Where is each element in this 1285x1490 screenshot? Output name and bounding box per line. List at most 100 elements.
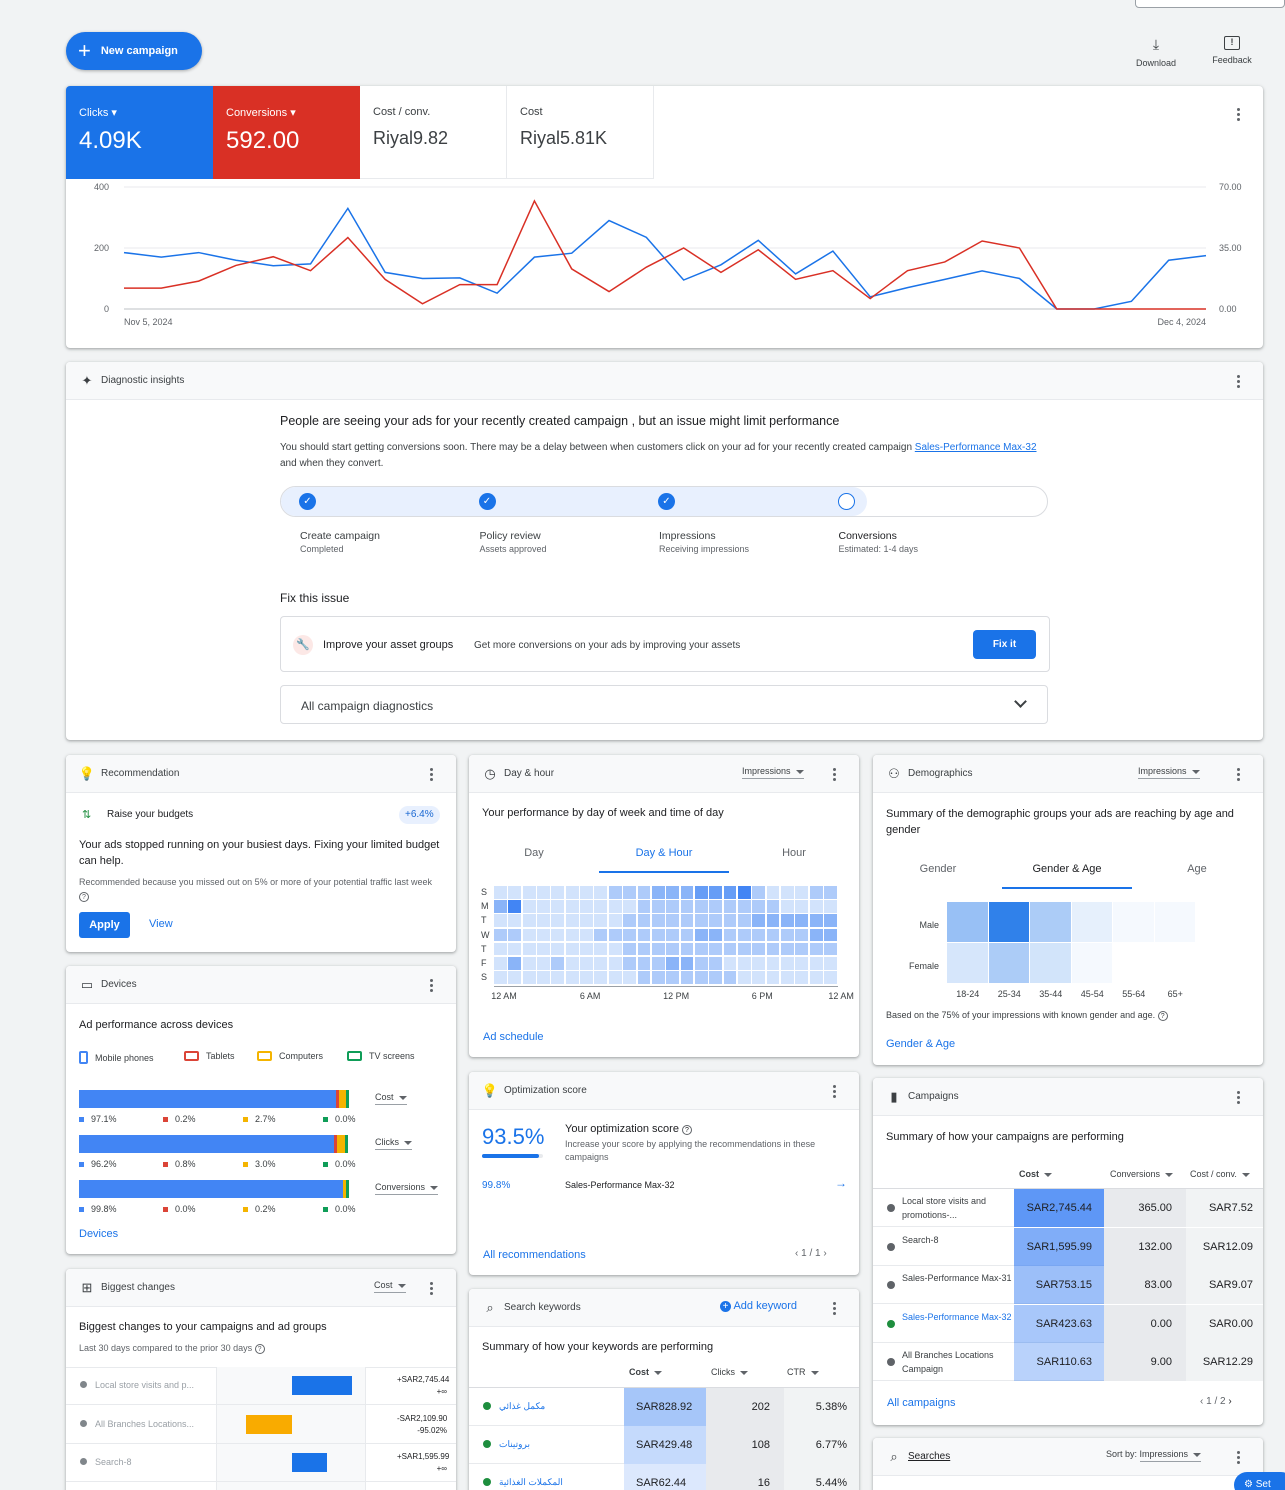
heat-cell[interactable] — [809, 886, 823, 899]
heat-cell[interactable] — [637, 928, 651, 942]
heat-cell[interactable] — [694, 928, 708, 942]
heat-cell[interactable] — [537, 886, 550, 899]
heat-cell[interactable] — [565, 942, 579, 956]
heat-cell[interactable] — [766, 942, 780, 956]
more-options-icon[interactable] — [1229, 1088, 1247, 1106]
demo-cell[interactable] — [1071, 943, 1112, 983]
heat-cell[interactable] — [694, 957, 708, 970]
heat-cell[interactable] — [565, 971, 579, 984]
heat-cell[interactable] — [781, 928, 794, 942]
heat-cell[interactable] — [680, 900, 694, 913]
heat-cell[interactable] — [580, 900, 593, 913]
demo-cell[interactable] — [988, 902, 1029, 942]
add-keyword-button[interactable]: + Add keyword — [720, 1300, 797, 1312]
heat-cell[interactable] — [737, 942, 751, 956]
heat-cell[interactable] — [508, 914, 522, 928]
heat-cell[interactable] — [680, 928, 694, 942]
heat-cell[interactable] — [795, 886, 809, 899]
column-header[interactable]: Conversions — [1110, 1169, 1173, 1181]
chevron-left-icon[interactable]: ‹ — [795, 1248, 799, 1259]
heat-cell[interactable] — [580, 971, 593, 984]
heat-cell[interactable] — [781, 900, 794, 913]
heat-cell[interactable] — [766, 971, 780, 984]
heat-cell[interactable] — [580, 957, 593, 970]
tab-hour[interactable]: Hour — [782, 847, 806, 859]
heat-cell[interactable] — [824, 900, 837, 913]
new-campaign-button[interactable]: + New campaign — [66, 32, 202, 70]
heat-cell[interactable] — [752, 957, 766, 970]
sort-dropdown[interactable]: Impressions — [1139, 1449, 1202, 1462]
demographics-metric-dropdown[interactable]: Impressions — [1138, 766, 1200, 779]
table-row[interactable] — [66, 1367, 456, 1405]
heat-cell[interactable] — [494, 900, 507, 913]
heat-cell[interactable] — [565, 928, 579, 942]
chevron-right-icon[interactable]: › — [1228, 1396, 1232, 1407]
heat-cell[interactable] — [781, 942, 794, 956]
heat-cell[interactable] — [522, 886, 536, 899]
arrow-right-icon[interactable]: → — [835, 1176, 847, 1190]
heat-cell[interactable] — [637, 942, 651, 956]
heat-cell[interactable] — [809, 900, 823, 913]
heat-cell[interactable] — [623, 942, 636, 956]
more-options-icon[interactable] — [1229, 765, 1247, 783]
heat-cell[interactable] — [608, 957, 622, 970]
tab-gender[interactable]: Gender — [919, 863, 957, 875]
heat-cell[interactable] — [565, 914, 579, 928]
heat-cell[interactable] — [537, 957, 550, 970]
heat-cell[interactable] — [508, 957, 522, 970]
heat-cell[interactable] — [522, 971, 536, 984]
heat-cell[interactable] — [752, 942, 766, 956]
heat-cell[interactable] — [666, 971, 680, 984]
view-link[interactable]: View — [149, 918, 173, 930]
heat-cell[interactable] — [565, 886, 579, 899]
heat-cell[interactable] — [551, 942, 565, 956]
heat-cell[interactable] — [537, 971, 550, 984]
heat-cell[interactable] — [608, 900, 622, 913]
table-row[interactable] — [66, 1444, 456, 1482]
column-header[interactable]: Clicks — [711, 1367, 748, 1379]
heat-cell[interactable] — [666, 914, 680, 928]
more-options-icon[interactable] — [422, 765, 440, 783]
demo-cell[interactable] — [988, 943, 1029, 983]
heat-cell[interactable] — [623, 971, 636, 984]
table-row[interactable] — [873, 1305, 1263, 1343]
heat-cell[interactable] — [508, 928, 522, 942]
heat-cell[interactable] — [824, 886, 837, 899]
heat-cell[interactable] — [709, 900, 723, 913]
more-options-icon[interactable] — [1229, 372, 1247, 390]
heat-cell[interactable] — [723, 886, 737, 899]
changes-metric-dropdown[interactable]: Cost — [374, 1280, 406, 1293]
gender-age-link[interactable]: Gender & Age — [886, 1038, 956, 1050]
heat-cell[interactable] — [651, 971, 665, 984]
heat-cell[interactable] — [795, 957, 809, 970]
heat-cell[interactable] — [551, 886, 565, 899]
ad-schedule-link[interactable]: Ad schedule — [483, 1031, 544, 1043]
heat-cell[interactable] — [752, 900, 766, 913]
demo-cell[interactable] — [1113, 943, 1154, 983]
heat-cell[interactable] — [580, 886, 593, 899]
heat-cell[interactable] — [666, 957, 680, 970]
metric-cost-per-conv[interactable]: Cost / conv. Riyal9.82 — [360, 86, 507, 179]
heat-cell[interactable] — [537, 928, 550, 942]
demo-cell[interactable] — [1030, 902, 1071, 942]
heat-cell[interactable] — [637, 886, 651, 899]
heat-cell[interactable] — [737, 957, 751, 970]
heat-cell[interactable] — [637, 971, 651, 984]
heat-cell[interactable] — [494, 886, 507, 899]
heat-cell[interactable] — [709, 886, 723, 899]
heat-cell[interactable] — [594, 900, 608, 913]
heat-cell[interactable] — [766, 914, 780, 928]
heat-cell[interactable] — [809, 942, 823, 956]
heat-cell[interactable] — [666, 886, 680, 899]
heat-cell[interactable] — [508, 900, 522, 913]
metric-clicks[interactable]: Clicks ▾ 4.09K — [66, 86, 213, 179]
heat-cell[interactable] — [594, 886, 608, 899]
heat-cell[interactable] — [594, 971, 608, 984]
day-hour-metric-dropdown[interactable]: Impressions — [742, 766, 804, 779]
heat-cell[interactable] — [551, 900, 565, 913]
heat-cell[interactable] — [522, 914, 536, 928]
demo-cell[interactable] — [1154, 902, 1195, 942]
help-icon[interactable]: ? — [254, 1344, 265, 1354]
devices-link[interactable]: Devices — [79, 1228, 119, 1240]
heat-cell[interactable] — [594, 928, 608, 942]
